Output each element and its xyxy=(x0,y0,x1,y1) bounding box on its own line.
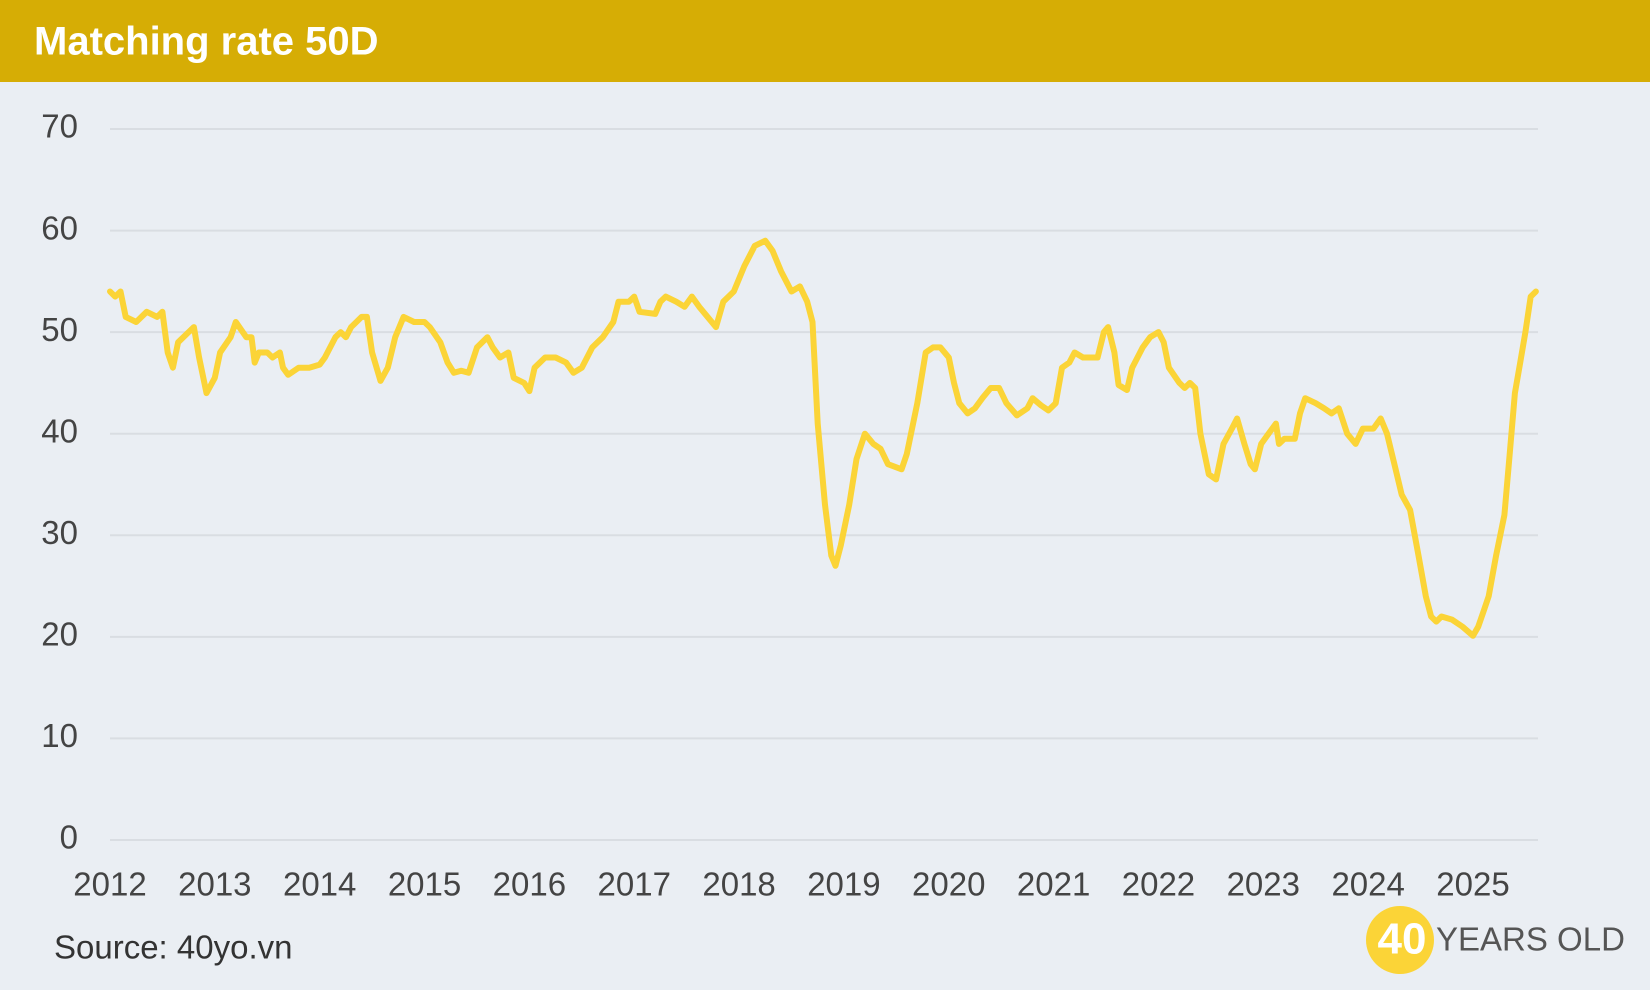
y-tick-label: 0 xyxy=(60,819,78,856)
line xyxy=(107,237,1539,639)
y-tick-label: 30 xyxy=(41,514,78,551)
x-tick-label: 2021 xyxy=(1017,866,1090,903)
x-tick-label: 2013 xyxy=(178,866,251,903)
y-tick-label: 70 xyxy=(41,108,78,145)
x-tick-label: 2025 xyxy=(1436,866,1509,903)
x-tick-label: 2016 xyxy=(493,866,566,903)
y-tick-label: 50 xyxy=(41,311,78,348)
x-tick-label: 2019 xyxy=(807,866,880,903)
x-tick-label: 2018 xyxy=(702,866,775,903)
y-tick-label: 60 xyxy=(41,209,78,246)
x-tick-label: 2022 xyxy=(1122,866,1195,903)
logo-circle xyxy=(1366,906,1434,974)
y-tick-label: 10 xyxy=(41,717,78,754)
logo-text: YEARS OLD xyxy=(1436,921,1625,958)
x-tick-label: 2023 xyxy=(1227,866,1300,903)
y-tick-label: 20 xyxy=(41,616,78,653)
y-tick-label: 40 xyxy=(41,412,78,449)
header xyxy=(0,0,1650,82)
source: Source: 40yo.vn xyxy=(54,929,292,966)
logo-number: 40 xyxy=(1378,915,1427,964)
x-tick-label: 2020 xyxy=(912,866,985,903)
x-tick-label: 2017 xyxy=(598,866,671,903)
x-tick-label: 2014 xyxy=(283,866,356,903)
x-tick-label: 2015 xyxy=(388,866,461,903)
x-tick-label: 2012 xyxy=(73,866,146,903)
chart-title: Matching rate 50D xyxy=(34,20,379,64)
x-tick-label: 2024 xyxy=(1331,866,1404,903)
